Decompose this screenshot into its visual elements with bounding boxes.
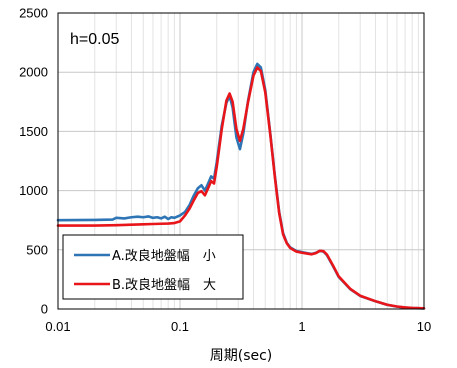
x-tick-label: 10 — [417, 319, 431, 334]
y-tick-label: 2500 — [19, 6, 48, 21]
x-tick-label: 1 — [298, 319, 305, 334]
legend-label-series-b: B.改良地盤幅 大 — [112, 277, 216, 293]
legend-label-series-a: A.改良地盤幅 小 — [112, 248, 216, 264]
x-axis-title: 周期(sec) — [210, 348, 273, 364]
legend: A.改良地盤幅 小 B.改良地盤幅 大 — [62, 234, 244, 300]
x-tick-label: 0.01 — [45, 319, 70, 334]
y-tick-label: 1000 — [19, 183, 48, 198]
y-tick-label: 0 — [41, 302, 48, 317]
y-tick-label: 2000 — [19, 65, 48, 80]
series-layer — [56, 62, 426, 310]
y-tick-label: 1500 — [19, 124, 48, 139]
series-line-b — [56, 66, 426, 310]
y-tick-label: 500 — [26, 242, 48, 257]
tick-label-layer: 0 500 1000 1500 2000 2500 0.01 0.1 1 10 — [19, 6, 431, 335]
legend-box — [62, 234, 244, 300]
plot-area-frame — [57, 12, 425, 310]
damping-annotation: h=0.05 — [70, 31, 119, 48]
x-tick-label: 0.1 — [171, 319, 189, 334]
